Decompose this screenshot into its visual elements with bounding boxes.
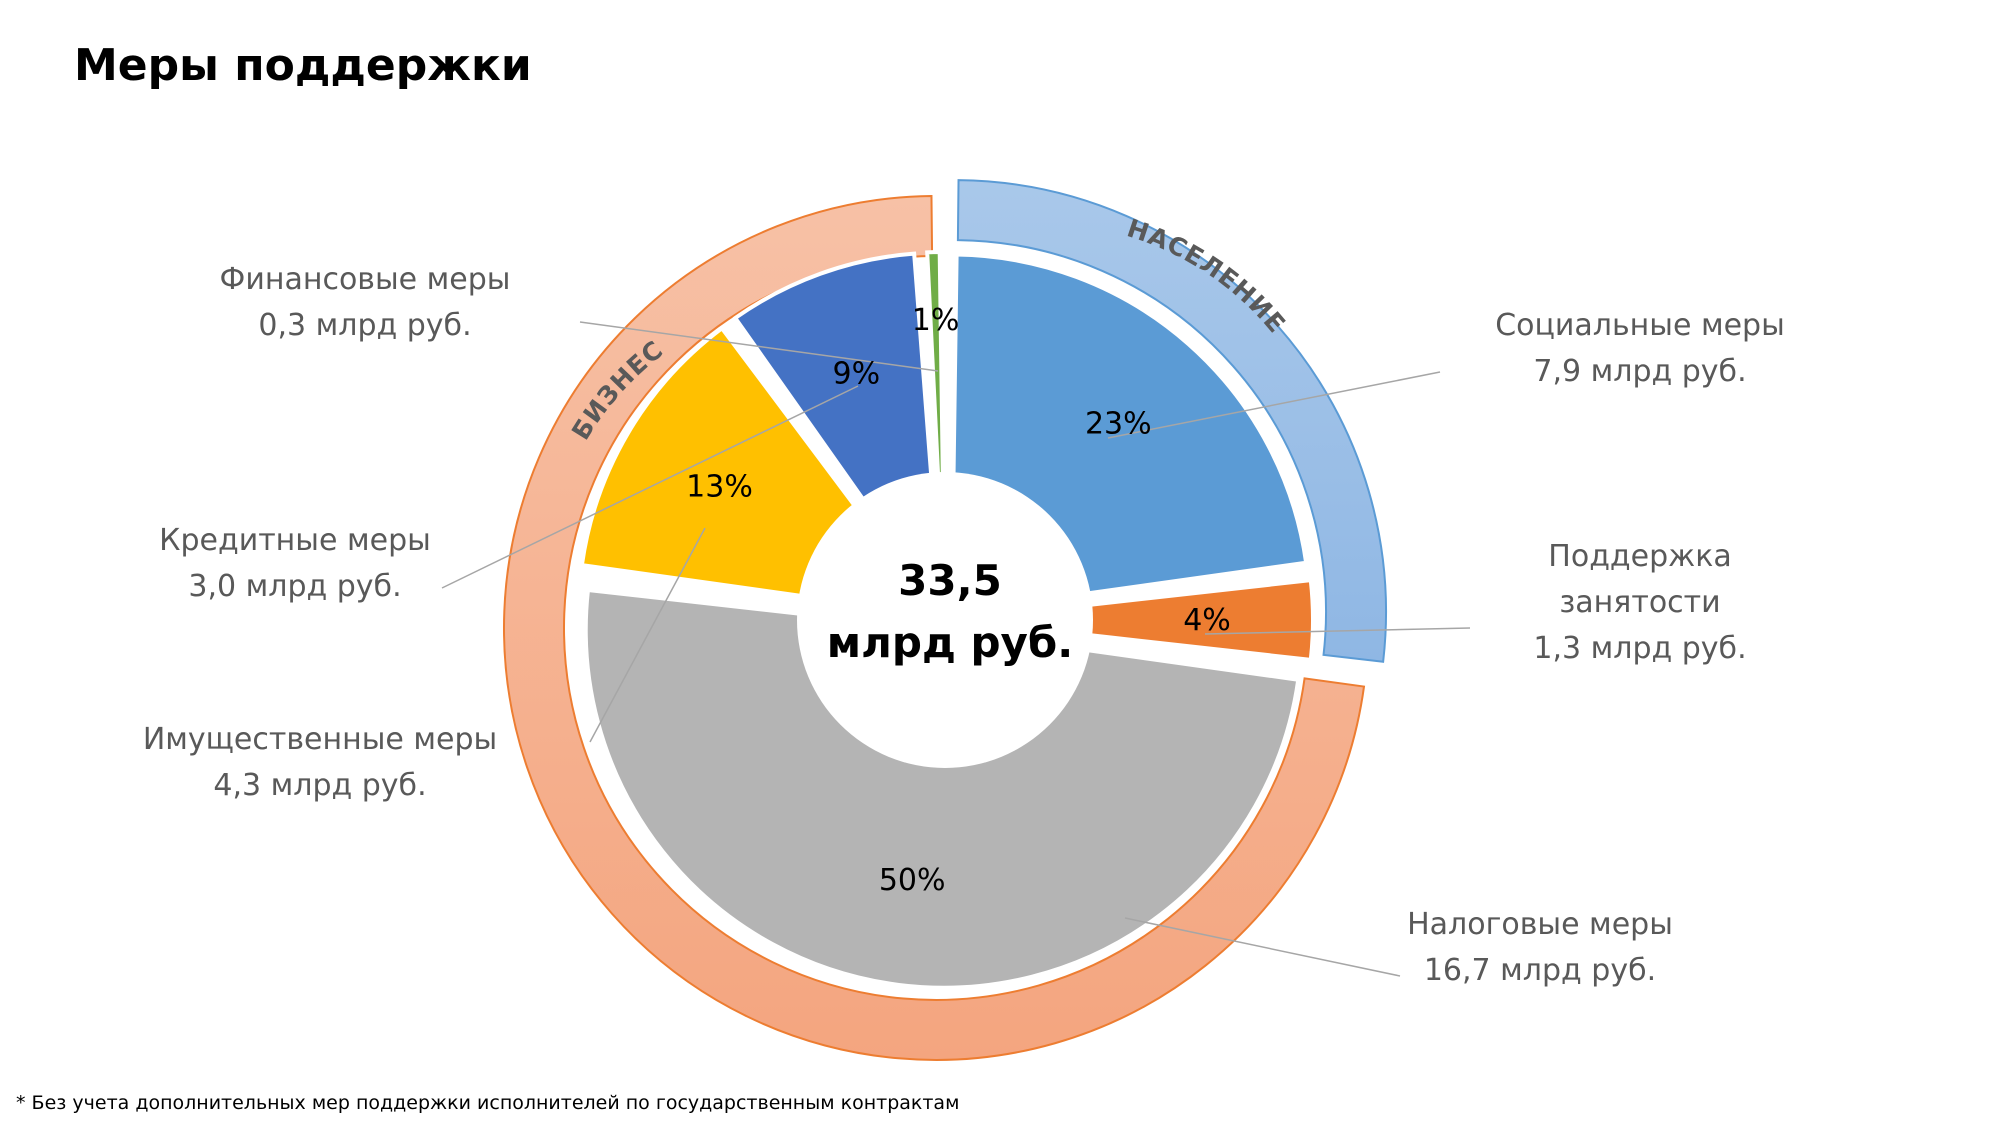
callout-employment-name: Поддержка занятости [1548,539,1732,620]
callout-tax-name: Налоговые меры [1407,907,1673,942]
callout-social-amount: 7,9 млрд руб. [1533,354,1747,389]
pct-label-credit: 13% [686,470,753,505]
leader-line-property [589,527,706,743]
donut-hole [797,472,1093,768]
callout-employment-amount: 1,3 млрд руб. [1533,631,1747,666]
callout-social-name: Социальные меры [1495,308,1785,343]
center-total: 33,5 млрд руб. [800,550,1100,674]
leader-lines [441,321,1471,977]
callout-property-amount: 4,3 млрд руб. [213,768,427,803]
percent-labels: 23% 4% 50% 13% 9% 1% [686,303,1231,898]
footnote: * Без учета дополнительных мер поддержки… [16,1092,960,1114]
callout-financial-name: Финансовые меры [219,262,511,297]
callout-credit-amount: 3,0 млрд руб. [188,569,402,604]
callout-property: Имущественные меры 4,3 млрд руб. [130,717,510,809]
pct-label-financial: 1% [912,303,960,338]
pct-label-property: 9% [833,357,881,392]
center-total-unit: млрд руб. [826,618,1074,667]
callout-property-name: Имущественные меры [142,722,498,757]
callout-credit: Кредитные меры 3,0 млрд руб. [140,518,450,610]
pct-label-employment: 4% [1183,603,1231,638]
inner-ring [579,250,1316,990]
group-arc-biznes [502,194,1366,1061]
callout-tax: Налоговые меры 16,7 млрд руб. [1370,902,1710,994]
callout-financial-amount: 0,3 млрд руб. [258,308,472,343]
leader-line-employment [1204,627,1471,635]
callout-tax-amount: 16,7 млрд руб. [1423,953,1657,988]
leader-line-credit [441,385,859,589]
callout-financial: Финансовые меры 0,3 млрд руб. [200,257,530,349]
callout-social: Социальные меры 7,9 млрд руб. [1420,303,1860,395]
slice-employment [954,577,1316,663]
pct-label-social: 23% [1085,407,1152,442]
center-total-value: 33,5 [898,556,1002,605]
outer-ring [502,179,1387,1061]
callout-employment: Поддержка занятости 1,3 млрд руб. [1470,534,1810,672]
leader-line-social [1107,371,1441,439]
group-arc-naselenie [956,179,1387,663]
leader-line-financial [579,321,939,372]
callout-credit-name: Кредитные меры [159,523,431,558]
slice-tax [583,587,1301,990]
pct-label-tax: 50% [879,863,946,898]
page-title: Меры поддержки [74,40,532,91]
leader-line-tax [1124,917,1401,977]
